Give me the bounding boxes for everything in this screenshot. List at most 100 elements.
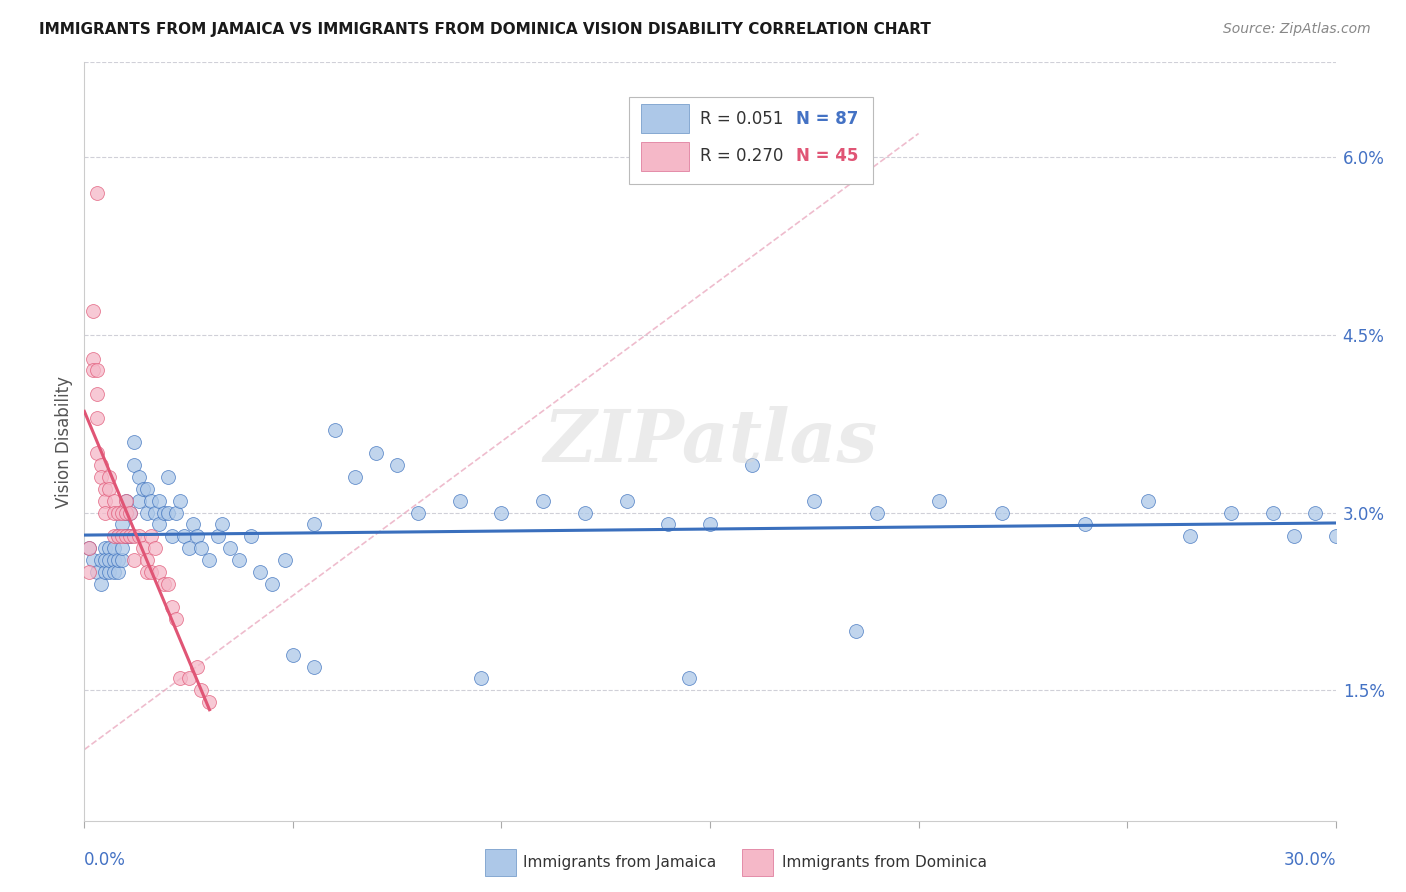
Point xyxy=(120,506,142,520)
Point xyxy=(82,363,104,377)
Point xyxy=(128,529,150,543)
Point xyxy=(86,565,108,579)
Point xyxy=(240,529,263,543)
Point xyxy=(616,493,638,508)
Point xyxy=(103,529,125,543)
Point xyxy=(115,529,138,543)
Point xyxy=(86,446,108,460)
Point xyxy=(98,470,121,484)
Y-axis label: Vision Disability: Vision Disability xyxy=(55,376,73,508)
Point xyxy=(143,541,166,556)
Point xyxy=(470,672,492,686)
Point xyxy=(128,470,150,484)
Point xyxy=(103,553,125,567)
Point xyxy=(866,506,889,520)
Point xyxy=(111,517,134,532)
Point xyxy=(90,458,112,473)
Point xyxy=(94,553,117,567)
Point xyxy=(678,672,700,686)
Point xyxy=(103,541,125,556)
Point xyxy=(136,506,159,520)
Point xyxy=(136,553,159,567)
Point xyxy=(928,493,950,508)
Point xyxy=(177,541,200,556)
Point xyxy=(165,506,187,520)
Point xyxy=(86,363,108,377)
Point xyxy=(1178,529,1201,543)
Point xyxy=(491,506,513,520)
Point xyxy=(1263,506,1285,520)
Point xyxy=(82,351,104,366)
Point xyxy=(103,565,125,579)
Point xyxy=(107,565,129,579)
Text: N = 87: N = 87 xyxy=(796,110,859,128)
Text: N = 45: N = 45 xyxy=(796,147,859,165)
Point xyxy=(132,541,155,556)
Point xyxy=(82,553,104,567)
Point xyxy=(1074,517,1097,532)
Point xyxy=(249,565,271,579)
Point xyxy=(385,458,409,473)
Point xyxy=(406,506,429,520)
Point xyxy=(449,493,471,508)
Point xyxy=(699,517,721,532)
Text: Immigrants from Jamaica: Immigrants from Jamaica xyxy=(523,855,716,870)
Text: 30.0%: 30.0% xyxy=(1284,851,1336,869)
Point xyxy=(803,493,825,508)
Point xyxy=(1324,529,1347,543)
Point xyxy=(302,517,325,532)
Point xyxy=(177,672,200,686)
Point xyxy=(657,517,679,532)
Point xyxy=(90,470,112,484)
Point xyxy=(190,683,212,698)
Point xyxy=(273,553,295,567)
Point xyxy=(128,493,150,508)
Point xyxy=(115,493,138,508)
Point xyxy=(111,541,134,556)
Text: IMMIGRANTS FROM JAMAICA VS IMMIGRANTS FROM DOMINICA VISION DISABILITY CORRELATIO: IMMIGRANTS FROM JAMAICA VS IMMIGRANTS FR… xyxy=(39,22,931,37)
Point xyxy=(120,529,142,543)
Point xyxy=(228,553,250,567)
Point xyxy=(1220,506,1243,520)
Point xyxy=(90,553,112,567)
Point xyxy=(77,541,100,556)
Point xyxy=(103,506,125,520)
Point xyxy=(120,506,142,520)
Point xyxy=(207,529,229,543)
Text: 0.0%: 0.0% xyxy=(84,851,127,869)
Point xyxy=(169,672,191,686)
Point xyxy=(77,541,100,556)
Point xyxy=(86,186,108,200)
Point xyxy=(169,493,191,508)
Point xyxy=(120,529,142,543)
Point xyxy=(160,600,183,615)
Point xyxy=(281,648,304,662)
Text: Immigrants from Dominica: Immigrants from Dominica xyxy=(782,855,987,870)
Point xyxy=(323,423,346,437)
Point xyxy=(344,470,367,484)
Point xyxy=(211,517,233,532)
Point xyxy=(94,482,117,496)
Point xyxy=(86,387,108,401)
Point xyxy=(1282,529,1305,543)
Point xyxy=(302,659,325,673)
Point xyxy=(198,553,221,567)
Point xyxy=(124,553,146,567)
Point xyxy=(82,304,104,318)
Point xyxy=(186,529,208,543)
Point xyxy=(143,506,166,520)
Point xyxy=(148,517,170,532)
Point xyxy=(94,506,117,520)
Point xyxy=(139,529,162,543)
Point xyxy=(115,506,138,520)
Point xyxy=(198,695,221,709)
Point xyxy=(181,517,204,532)
FancyBboxPatch shape xyxy=(641,104,689,133)
Point xyxy=(173,529,195,543)
Point xyxy=(219,541,242,556)
Point xyxy=(1303,506,1326,520)
FancyBboxPatch shape xyxy=(628,96,873,184)
Point xyxy=(531,493,554,508)
Point xyxy=(1136,493,1159,508)
Point xyxy=(98,482,121,496)
